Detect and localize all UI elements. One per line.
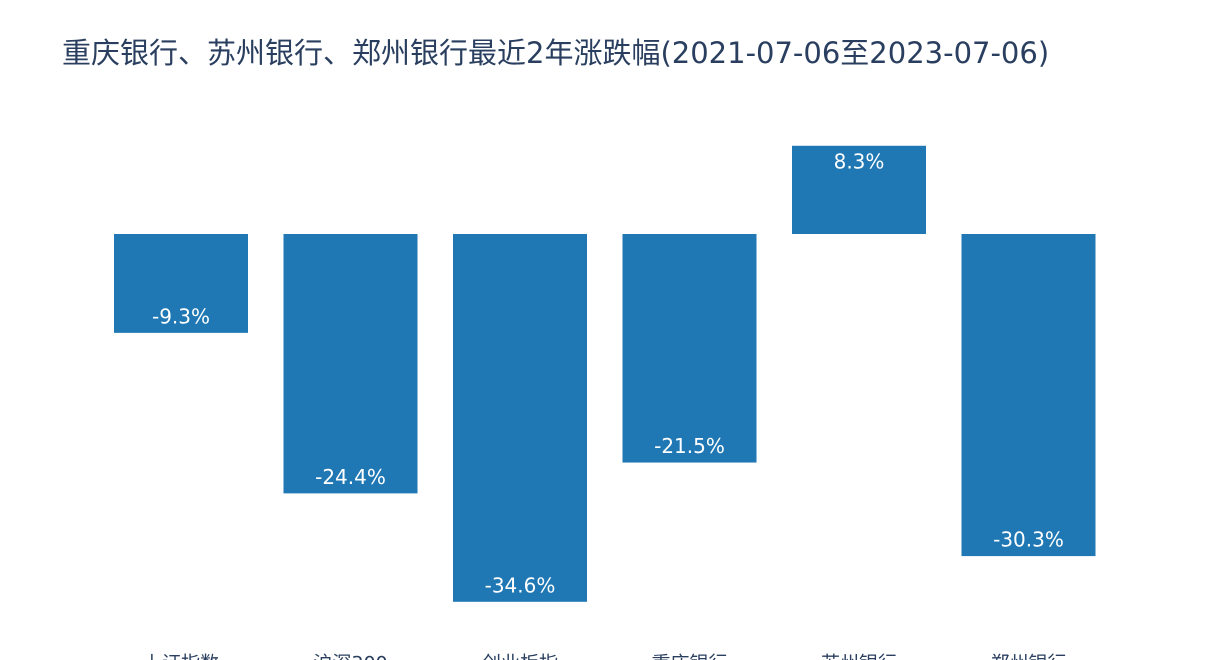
x-tick-label: 上证指数 xyxy=(143,653,219,660)
value-label: -30.3% xyxy=(993,528,1064,552)
bar xyxy=(453,234,587,602)
value-label: -34.6% xyxy=(485,573,556,597)
value-label: -9.3% xyxy=(152,304,210,328)
bar xyxy=(961,234,1096,557)
bar xyxy=(283,234,418,494)
chart-title: 重庆银行、苏州银行、郑州银行最近2年涨跌幅(2021-07-06至2023-07… xyxy=(62,36,1049,70)
bar xyxy=(622,234,757,463)
value-label: 8.3% xyxy=(834,149,885,173)
bar xyxy=(114,234,248,333)
value-label: -24.4% xyxy=(315,465,386,489)
x-tick-label: 沪深300 xyxy=(313,653,387,660)
x-tick-label: 创业板指 xyxy=(482,653,558,660)
x-tick-label: 重庆银行 xyxy=(651,653,727,660)
value-label: -21.5% xyxy=(654,434,725,458)
bar xyxy=(792,145,926,234)
x-tick-label: 郑州银行 xyxy=(990,653,1066,660)
x-tick-label: 苏州银行 xyxy=(821,653,897,660)
